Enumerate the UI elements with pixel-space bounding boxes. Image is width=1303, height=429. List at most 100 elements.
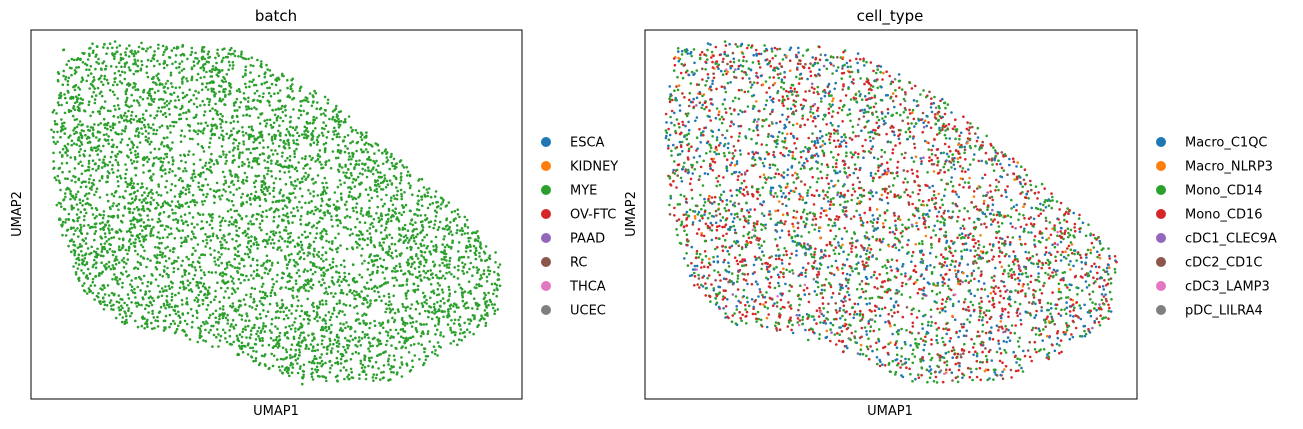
scatter-point: [184, 188, 188, 191]
scatter-point: [246, 100, 250, 103]
scatter-point: [170, 298, 174, 302]
scatter-point: [169, 188, 173, 192]
scatter-point: [336, 246, 340, 250]
scatter-point: [336, 360, 340, 364]
scatter-point: [161, 202, 165, 205]
scatter-point: [70, 66, 73, 70]
scatter-point: [66, 89, 70, 93]
scatter-point: [426, 194, 430, 198]
scatter-point: [84, 242, 88, 245]
scatter-point: [283, 331, 287, 335]
scatter-point: [298, 286, 302, 289]
scatter-point: [209, 169, 213, 173]
scatter-point: [347, 158, 351, 161]
scatter-point: [314, 209, 318, 212]
scatter-point: [218, 195, 221, 198]
scatter-point: [68, 170, 71, 173]
scatter-point: [328, 117, 331, 121]
scatter-point: [174, 184, 177, 188]
scatter-point: [236, 145, 240, 148]
scatter-point: [355, 246, 359, 249]
scatter-point: [75, 66, 78, 69]
scatter-point: [411, 317, 414, 320]
scatter-point: [321, 166, 325, 170]
scatter-point: [173, 322, 177, 325]
scatter-point: [304, 236, 308, 239]
scatter-point: [147, 158, 151, 161]
scatter-point: [323, 272, 326, 276]
scatter-point: [457, 241, 461, 244]
scatter-point: [181, 91, 185, 95]
scatter-point: [392, 194, 396, 198]
scatter-point: [318, 266, 321, 270]
scatter-point: [318, 107, 322, 111]
scatter-point: [272, 232, 275, 236]
scatter-point: [359, 230, 363, 234]
scatter-point: [199, 76, 202, 80]
scatter-point: [145, 71, 149, 75]
scatter-point: [286, 280, 289, 284]
scatter-point: [385, 339, 389, 343]
scatter-point: [191, 277, 195, 281]
scatter-point: [229, 52, 233, 56]
scatter-point: [144, 197, 147, 200]
scatter-point: [395, 216, 399, 219]
scatter-point: [391, 316, 394, 320]
scatter-point: [241, 75, 245, 78]
scatter-point: [93, 146, 96, 149]
scatter-point: [324, 299, 328, 303]
scatter-point: [86, 168, 89, 172]
scatter-point: [298, 334, 302, 337]
scatter-point: [300, 99, 304, 103]
scatter-point: [253, 236, 257, 239]
scatter-point: [235, 334, 239, 338]
scatter-point: [321, 230, 324, 233]
scatter-point: [391, 256, 394, 260]
scatter-point: [85, 261, 89, 264]
scatter-point: [284, 182, 288, 186]
scatter-point: [473, 316, 476, 319]
scatter-point: [221, 305, 225, 308]
scatter-point: [220, 85, 223, 88]
scatter-point: [354, 206, 358, 209]
scatter-point: [222, 150, 225, 153]
scatter-point: [478, 251, 481, 255]
scatter-point: [412, 343, 416, 346]
scatter-point: [107, 294, 111, 297]
scatter-point: [224, 120, 228, 124]
scatter-point: [213, 256, 216, 260]
scatter-point: [361, 330, 365, 334]
scatter-point: [255, 89, 259, 93]
scatter-point: [257, 326, 261, 330]
scatter-point: [383, 174, 386, 177]
scatter-point: [224, 337, 227, 340]
scatter-point: [186, 223, 190, 227]
scatter-point: [178, 192, 181, 196]
scatter-point: [449, 230, 453, 233]
scatter-point: [130, 140, 133, 143]
scatter-point: [336, 379, 339, 383]
scatter-point: [97, 77, 101, 81]
scatter-point: [138, 120, 142, 123]
scatter-point: [60, 103, 63, 107]
scatter-point: [480, 314, 483, 318]
scatter-point: [187, 153, 190, 157]
scatter-point: [213, 93, 216, 97]
scatter-point: [354, 197, 358, 201]
scatter-point: [339, 110, 343, 113]
scatter-point: [144, 292, 147, 296]
scatter-point: [432, 291, 436, 295]
scatter-point: [260, 83, 264, 86]
scatter-point: [134, 70, 138, 73]
scatter-point: [198, 265, 202, 269]
scatter-point: [302, 318, 306, 321]
scatter-point: [114, 316, 118, 320]
scatter-point: [174, 99, 177, 102]
scatter-point: [367, 169, 371, 172]
scatter-point: [266, 189, 269, 193]
scatter-point: [123, 62, 127, 65]
scatter-point: [240, 52, 243, 56]
scatter-point: [212, 194, 216, 198]
scatter-point: [178, 321, 182, 325]
scatter-point: [78, 107, 81, 110]
